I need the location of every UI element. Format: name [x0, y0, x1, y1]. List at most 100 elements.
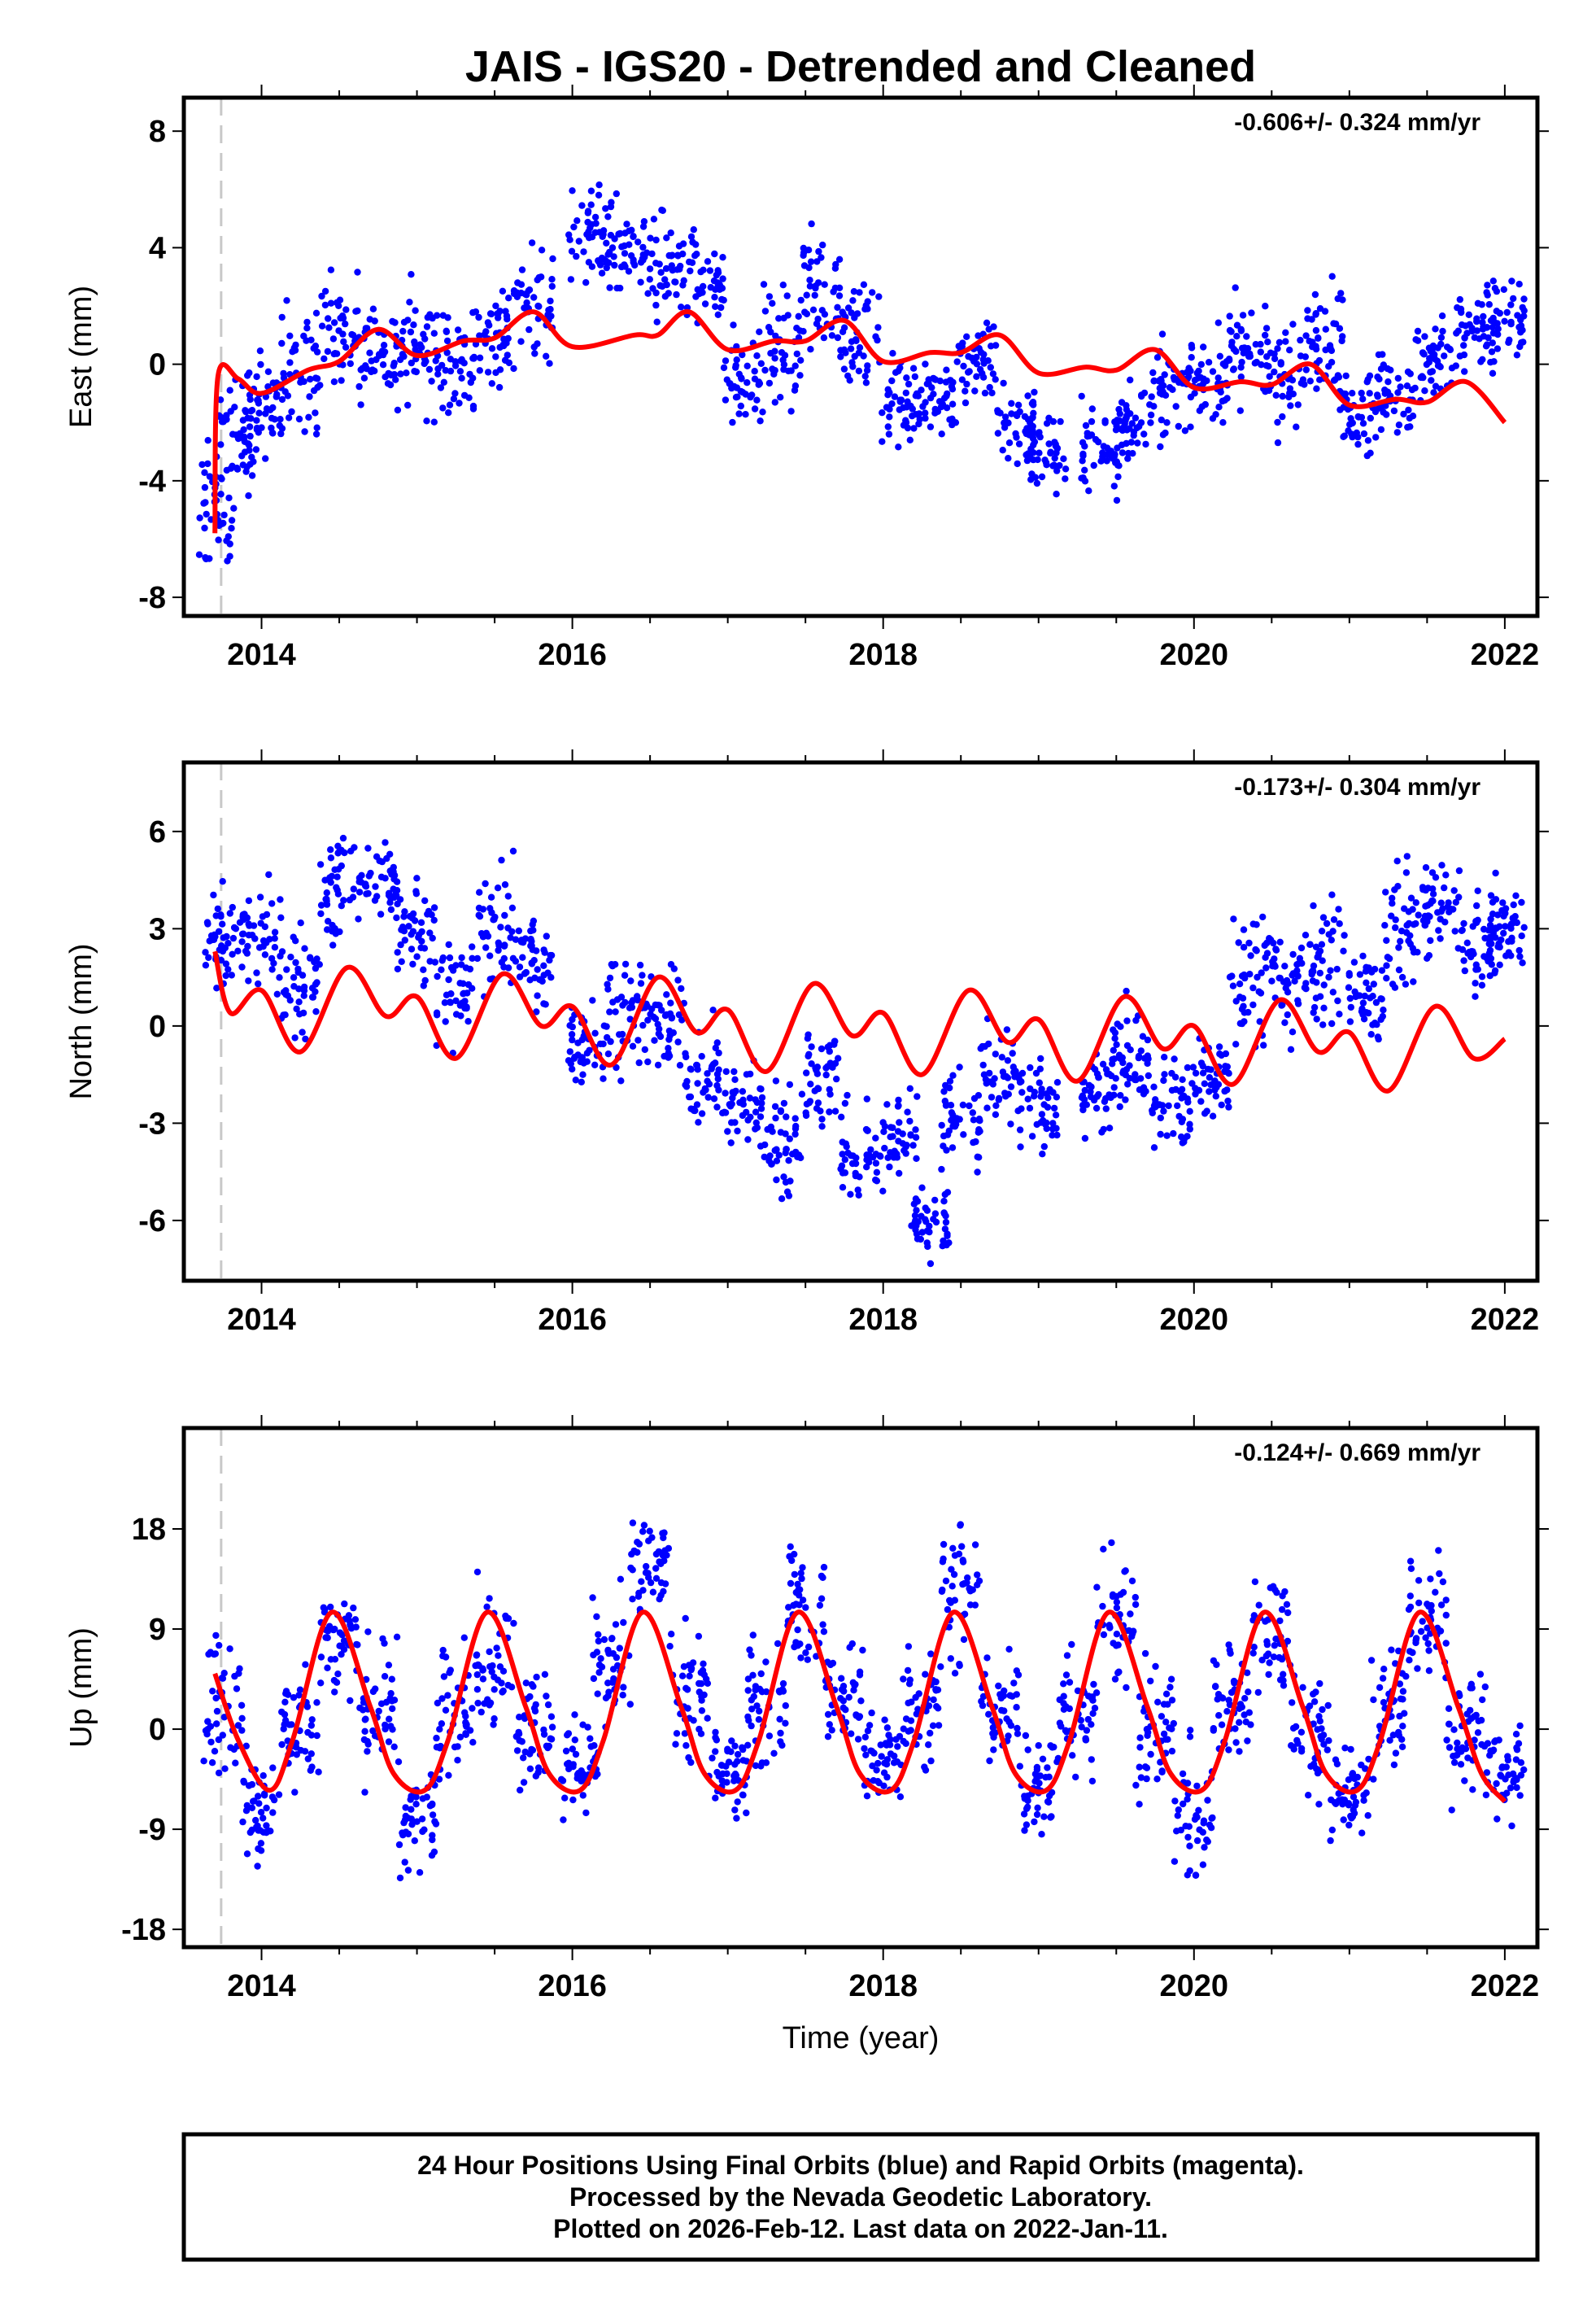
data-point [1053, 449, 1060, 456]
data-point [1269, 958, 1276, 966]
data-point [963, 380, 970, 388]
data-point [765, 293, 774, 300]
data-point [517, 1786, 524, 1794]
data-point [905, 1699, 912, 1707]
data-point [1165, 1102, 1172, 1110]
data-point [841, 1156, 849, 1164]
data-point [569, 187, 576, 194]
data-point [1398, 928, 1406, 935]
data-point [847, 345, 855, 352]
data-point [796, 1152, 803, 1160]
data-point [695, 1632, 703, 1640]
data-point [342, 306, 350, 313]
data-point [962, 399, 970, 407]
data-point [364, 1628, 372, 1636]
data-point [1005, 439, 1014, 447]
data-point [324, 1627, 332, 1635]
data-point [1270, 1653, 1278, 1661]
data-point [1013, 1704, 1020, 1711]
data-point [617, 1077, 625, 1085]
footer-line-2: Processed by the Nevada Geodetic Laborat… [569, 2182, 1152, 2212]
data-point [1031, 438, 1039, 446]
data-point [1116, 1103, 1123, 1111]
data-point [1422, 902, 1429, 910]
data-point [1429, 898, 1437, 905]
data-point [1412, 1635, 1420, 1642]
data-point [1360, 1015, 1368, 1023]
data-point [595, 1661, 604, 1669]
data-point [815, 247, 822, 255]
data-point [913, 1207, 920, 1214]
data-point [1047, 1814, 1054, 1821]
data-point [595, 1637, 602, 1645]
data-point [1257, 348, 1265, 356]
data-point [1128, 420, 1136, 427]
data-point [838, 1113, 845, 1121]
data-point [570, 223, 578, 231]
data-point [1226, 1701, 1234, 1709]
data-point [652, 1574, 661, 1583]
data-point [1399, 1696, 1406, 1703]
data-point [1219, 419, 1227, 426]
data-point [1233, 321, 1241, 329]
data-point [536, 976, 543, 984]
data-point [1345, 1800, 1353, 1807]
data-point [932, 1678, 940, 1686]
data-point [933, 1703, 940, 1710]
data-point [1136, 1801, 1143, 1808]
data-point [851, 1682, 858, 1689]
data-point [1030, 449, 1037, 456]
data-point [1121, 1568, 1128, 1575]
data-point [1323, 919, 1331, 928]
data-point [239, 911, 246, 919]
data-point [561, 1794, 569, 1802]
data-point [1417, 1627, 1425, 1636]
data-point [1395, 944, 1402, 951]
data-point [727, 1139, 735, 1146]
data-point [385, 1662, 393, 1669]
data-point [1265, 1671, 1272, 1679]
data-point [495, 383, 504, 391]
data-point [543, 932, 550, 940]
data-point [454, 1743, 461, 1750]
data-point [355, 382, 363, 391]
data-point [940, 1555, 947, 1563]
data-point [678, 985, 685, 993]
data-point [1484, 282, 1491, 289]
data-point [818, 1595, 826, 1602]
data-point [409, 960, 416, 968]
data-point [334, 886, 341, 894]
data-point [610, 1675, 617, 1683]
data-point [1308, 971, 1315, 978]
data-point [268, 429, 277, 436]
data-point [910, 1200, 918, 1208]
data-point [195, 551, 203, 558]
data-point [931, 409, 939, 417]
data-point [1336, 325, 1344, 332]
data-point [1381, 387, 1389, 394]
data-point [313, 1732, 321, 1740]
data-point [778, 1195, 786, 1203]
data-point [1128, 1633, 1136, 1640]
y-tick-label: -18 [121, 1913, 166, 1947]
data-point [1442, 1611, 1450, 1619]
data-point [242, 407, 249, 414]
data-point [1410, 921, 1418, 928]
data-point [1143, 1775, 1150, 1783]
data-point [420, 982, 427, 989]
data-point [571, 1736, 578, 1744]
data-point [1388, 1646, 1395, 1653]
data-point [255, 980, 262, 988]
data-point [1487, 915, 1494, 923]
data-point [1042, 1774, 1049, 1781]
data-point [1483, 1769, 1491, 1776]
data-point [1127, 1046, 1134, 1054]
data-point [604, 251, 612, 258]
data-point [1319, 957, 1326, 964]
data-point [411, 368, 418, 375]
data-point [637, 980, 645, 987]
data-point [1350, 1793, 1358, 1801]
data-point [1162, 429, 1169, 437]
data-point [1053, 1094, 1061, 1101]
data-point [1123, 987, 1130, 995]
